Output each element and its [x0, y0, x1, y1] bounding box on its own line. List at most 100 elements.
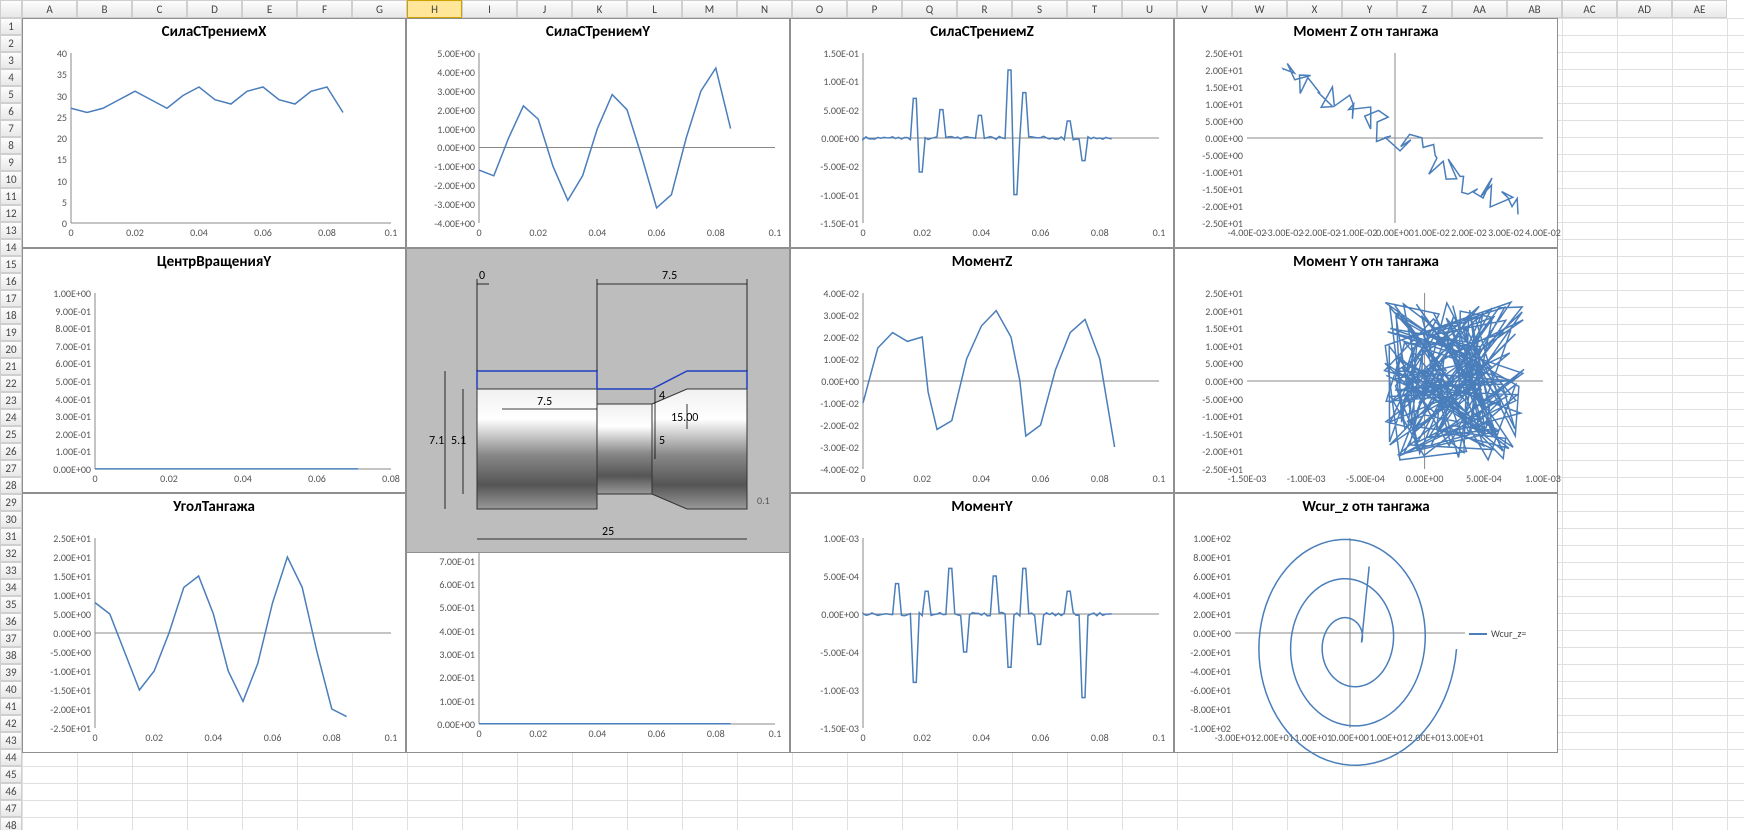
column-header-AC[interactable]: AC	[1562, 0, 1617, 18]
column-header-L[interactable]: L	[627, 0, 682, 18]
column-header-S[interactable]: S	[1012, 0, 1067, 18]
row-header-22[interactable]: 22	[0, 375, 22, 392]
column-headers: ABCDEFGHIJKLMNOPQRSTUVWXYZAAABACADAE	[22, 0, 1727, 18]
cad-drawing[interactable]: 7.50257.57.15.14515.000.1	[406, 248, 790, 553]
row-header-40[interactable]: 40	[0, 681, 22, 698]
row-header-44[interactable]: 44	[0, 749, 22, 766]
chart-c11[interactable]: Wcur_z отн тангажа-1.00E+02-8.00E+01-6.0…	[1174, 493, 1558, 753]
row-header-24[interactable]: 24	[0, 409, 22, 426]
row-header-32[interactable]: 32	[0, 545, 22, 562]
chart-c5[interactable]: ЦентрВращенияY0.00E+001.00E-012.00E-013.…	[22, 248, 406, 493]
chart-plot	[791, 19, 1175, 249]
chart-plot	[23, 249, 407, 494]
chart-c10[interactable]: МоментY-1.50E-03-1.00E-03-5.00E-040.00E+…	[790, 493, 1174, 753]
chart-c2[interactable]: СилаСТрениемY-4.00E+00-3.00E+00-2.00E+00…	[406, 18, 790, 248]
row-header-33[interactable]: 33	[0, 562, 22, 579]
excel-worksheet: { "columns": ["A","B","C","D","E","F","G…	[0, 0, 1744, 830]
dimension-label: 0	[479, 269, 485, 283]
column-header-M[interactable]: M	[682, 0, 737, 18]
column-header-W[interactable]: W	[1232, 0, 1287, 18]
row-header-34[interactable]: 34	[0, 579, 22, 596]
row-header-43[interactable]: 43	[0, 732, 22, 749]
column-header-X[interactable]: X	[1287, 0, 1342, 18]
row-header-29[interactable]: 29	[0, 494, 22, 511]
dimension-label: 15.00	[671, 411, 698, 425]
chart-plot	[23, 494, 407, 754]
row-header-47[interactable]: 47	[0, 800, 22, 817]
column-header-O[interactable]: O	[792, 0, 847, 18]
chart-plot	[1175, 494, 1559, 754]
column-header-K[interactable]: K	[572, 0, 627, 18]
chart-plot	[23, 19, 407, 249]
row-header-27[interactable]: 27	[0, 460, 22, 477]
chart-legend: Wcur_z=	[1469, 627, 1526, 640]
row-header-48[interactable]: 48	[0, 817, 22, 830]
column-header-AB[interactable]: AB	[1507, 0, 1562, 18]
row-header-31[interactable]: 31	[0, 528, 22, 545]
row-header-35[interactable]: 35	[0, 596, 22, 613]
row-header-23[interactable]: 23	[0, 392, 22, 409]
dimension-label: 5.1	[451, 434, 466, 448]
chart-plot	[791, 494, 1175, 754]
column-header-AD[interactable]: AD	[1617, 0, 1672, 18]
row-header-36[interactable]: 36	[0, 613, 22, 630]
row-header-1[interactable]: 1	[0, 18, 22, 35]
column-header-Y[interactable]: Y	[1342, 0, 1397, 18]
column-header-I[interactable]: I	[462, 0, 517, 18]
row-header-16[interactable]: 16	[0, 273, 22, 290]
column-header-T[interactable]: T	[1067, 0, 1122, 18]
dimension-label: 7.5	[662, 269, 677, 283]
column-header-AE[interactable]: AE	[1672, 0, 1727, 18]
chart-plot	[407, 19, 791, 249]
row-header-18[interactable]: 18	[0, 307, 22, 324]
chart-c6[interactable]: МоментZ-4.00E-02-3.00E-02-2.00E-02-1.00E…	[790, 248, 1174, 493]
column-header-AA[interactable]: AA	[1452, 0, 1507, 18]
column-header-J[interactable]: J	[517, 0, 572, 18]
column-header-C[interactable]: C	[132, 0, 187, 18]
row-header-38[interactable]: 38	[0, 647, 22, 664]
column-header-Z[interactable]: Z	[1397, 0, 1452, 18]
row-header-41[interactable]: 41	[0, 698, 22, 715]
column-header-F[interactable]: F	[297, 0, 352, 18]
column-header-H[interactable]: H	[407, 0, 462, 18]
row-header-20[interactable]: 20	[0, 341, 22, 358]
column-header-P[interactable]: P	[847, 0, 902, 18]
row-header-46[interactable]: 46	[0, 783, 22, 800]
dimension-label: 7.5	[537, 395, 552, 409]
dimension-label: 25	[602, 525, 614, 539]
column-header-D[interactable]: D	[187, 0, 242, 18]
row-header-39[interactable]: 39	[0, 664, 22, 681]
chart-c1[interactable]: СилаСТрениемX051015202530354000.020.040.…	[22, 18, 406, 248]
row-header-17[interactable]: 17	[0, 290, 22, 307]
column-header-R[interactable]: R	[957, 0, 1012, 18]
row-header-19[interactable]: 19	[0, 324, 22, 341]
column-header-A[interactable]: A	[22, 0, 77, 18]
column-header-U[interactable]: U	[1122, 0, 1177, 18]
column-header-B[interactable]: B	[77, 0, 132, 18]
row-header-45[interactable]: 45	[0, 766, 22, 783]
row-header-37[interactable]: 37	[0, 630, 22, 647]
column-header-E[interactable]: E	[242, 0, 297, 18]
column-header-Q[interactable]: Q	[902, 0, 957, 18]
column-header-V[interactable]: V	[1177, 0, 1232, 18]
row-header-14[interactable]: 14	[0, 239, 22, 256]
select-all-corner[interactable]	[0, 0, 22, 18]
chart-c4[interactable]: Момент Z отн тангажа-2.50E+01-2.00E+01-1…	[1174, 18, 1558, 248]
chart-c8[interactable]: УголТангажа-2.50E+01-2.00E+01-1.50E+01-1…	[22, 493, 406, 753]
chart-c7[interactable]: Момент Y отн тангажа-2.50E+01-2.00E+01-1…	[1174, 248, 1558, 493]
column-header-G[interactable]: G	[352, 0, 407, 18]
chart-plot	[1175, 19, 1559, 249]
cells-grid[interactable]: СилаСТрениемX051015202530354000.020.040.…	[22, 18, 1744, 830]
row-header-26[interactable]: 26	[0, 443, 22, 460]
row-header-30[interactable]: 30	[0, 511, 22, 528]
row-header-15[interactable]: 15	[0, 256, 22, 273]
chart-c3[interactable]: СилаСТрениемZ-1.50E-01-1.00E-01-5.00E-02…	[790, 18, 1174, 248]
row-header-21[interactable]: 21	[0, 358, 22, 375]
dimension-label: 7.1	[429, 434, 444, 448]
row-header-42[interactable]: 42	[0, 715, 22, 732]
column-header-N[interactable]: N	[737, 0, 792, 18]
dimension-label: 4	[659, 389, 665, 403]
row-header-25[interactable]: 25	[0, 426, 22, 443]
dimension-label: 5	[659, 434, 665, 448]
row-header-28[interactable]: 28	[0, 477, 22, 494]
